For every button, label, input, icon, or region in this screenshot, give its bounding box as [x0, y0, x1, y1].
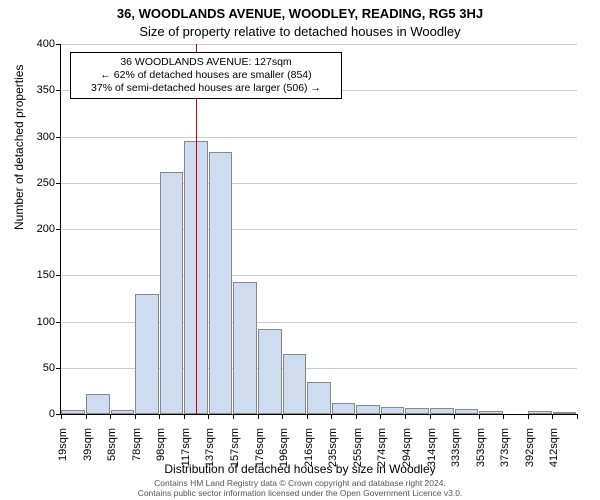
gridline: [61, 137, 577, 138]
xtick-label: 235sqm: [327, 428, 339, 478]
xtick-label: 274sqm: [376, 428, 388, 478]
xtick-mark: [86, 414, 87, 419]
xtick-mark: [503, 414, 504, 419]
xtick-mark: [479, 414, 480, 419]
ytick-label: 350: [21, 84, 55, 96]
histogram-bar: [479, 411, 503, 414]
xtick-label: 216sqm: [303, 428, 315, 478]
histogram-bar: [381, 407, 405, 414]
histogram-bar: [160, 172, 184, 414]
xtick-mark: [454, 414, 455, 419]
histogram-bar: [135, 294, 159, 414]
xtick-label: 137sqm: [204, 428, 216, 478]
xtick-mark: [159, 414, 160, 419]
gridline: [61, 183, 577, 184]
xtick-label: 196sqm: [278, 428, 290, 478]
xtick-mark: [135, 414, 136, 419]
histogram-bar: [553, 412, 577, 414]
histogram-bar: [307, 382, 331, 414]
ytick-label: 0: [21, 408, 55, 420]
histogram-bar: [61, 410, 85, 414]
xtick-mark: [577, 414, 578, 419]
histogram-bar: [430, 408, 454, 414]
ytick-mark: [56, 368, 61, 369]
ytick-label: 150: [21, 269, 55, 281]
ytick-mark: [56, 183, 61, 184]
xtick-label: 19sqm: [57, 428, 69, 478]
annotation-line1: 36 WOODLANDS AVENUE: 127sqm: [77, 56, 335, 69]
xtick-mark: [233, 414, 234, 419]
xtick-label: 294sqm: [401, 428, 413, 478]
gridline: [61, 275, 577, 276]
xtick-mark: [184, 414, 185, 419]
footer-attribution: Contains HM Land Registry data © Crown c…: [0, 479, 600, 498]
histogram-bar: [258, 329, 282, 414]
xtick-label: 39sqm: [82, 428, 94, 478]
title-sub: Size of property relative to detached ho…: [0, 24, 600, 39]
histogram-bar: [233, 282, 257, 414]
ytick-mark: [56, 137, 61, 138]
ytick-mark: [56, 44, 61, 45]
histogram-bar: [86, 394, 110, 414]
ytick-label: 200: [21, 223, 55, 235]
xtick-mark: [282, 414, 283, 419]
ytick-label: 300: [21, 131, 55, 143]
xtick-mark: [552, 414, 553, 419]
histogram-bar: [209, 152, 233, 414]
annotation-line3: 37% of semi-detached houses are larger (…: [77, 82, 335, 95]
xtick-label: 333sqm: [450, 428, 462, 478]
ytick-label: 50: [21, 362, 55, 374]
xtick-mark: [528, 414, 529, 419]
histogram-bar: [528, 411, 552, 414]
marker-line: [196, 44, 197, 414]
ytick-mark: [56, 322, 61, 323]
gridline: [61, 229, 577, 230]
xtick-label: 373sqm: [499, 428, 511, 478]
xtick-label: 117sqm: [180, 428, 192, 478]
histogram-bar: [405, 408, 429, 414]
xtick-mark: [258, 414, 259, 419]
xtick-mark: [307, 414, 308, 419]
xtick-mark: [430, 414, 431, 419]
gridline: [61, 44, 577, 45]
xtick-mark: [208, 414, 209, 419]
xtick-label: 78sqm: [131, 428, 143, 478]
ytick-mark: [56, 229, 61, 230]
xtick-label: 255sqm: [352, 428, 364, 478]
xtick-label: 412sqm: [548, 428, 560, 478]
ytick-label: 100: [21, 316, 55, 328]
plot-area: [60, 44, 577, 415]
xtick-mark: [110, 414, 111, 419]
footer-line2: Contains public sector information licen…: [138, 488, 463, 498]
xtick-label: 353sqm: [475, 428, 487, 478]
histogram-bar: [356, 405, 380, 414]
ytick-mark: [56, 275, 61, 276]
xtick-mark: [356, 414, 357, 419]
xtick-mark: [380, 414, 381, 419]
xtick-mark: [331, 414, 332, 419]
xtick-label: 98sqm: [155, 428, 167, 478]
annotation-box: 36 WOODLANDS AVENUE: 127sqm← 62% of deta…: [70, 52, 342, 99]
xtick-label: 157sqm: [229, 428, 241, 478]
xtick-label: 314sqm: [426, 428, 438, 478]
ytick-label: 250: [21, 177, 55, 189]
histogram-bar: [455, 409, 479, 414]
ytick-label: 400: [21, 38, 55, 50]
histogram-bar: [283, 354, 307, 414]
title-main: 36, WOODLANDS AVENUE, WOODLEY, READING, …: [0, 6, 600, 21]
histogram-bar: [332, 403, 356, 414]
xtick-label: 392sqm: [524, 428, 536, 478]
ytick-mark: [56, 90, 61, 91]
xtick-label: 58sqm: [106, 428, 118, 478]
histogram-bar: [111, 410, 135, 414]
xtick-mark: [405, 414, 406, 419]
xtick-mark: [61, 414, 62, 419]
annotation-line2: ← 62% of detached houses are smaller (85…: [77, 69, 335, 82]
xtick-label: 176sqm: [254, 428, 266, 478]
